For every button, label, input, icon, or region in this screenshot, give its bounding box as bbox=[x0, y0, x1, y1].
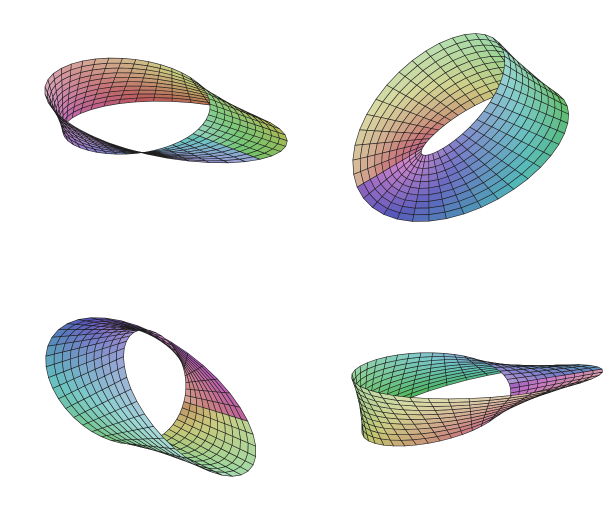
mesh-face bbox=[422, 161, 430, 169]
mesh-face bbox=[131, 401, 145, 417]
mesh-face bbox=[476, 110, 492, 124]
mesh-face bbox=[136, 93, 156, 99]
mesh-face bbox=[417, 187, 430, 196]
mesh-face bbox=[414, 201, 430, 209]
mesh-face bbox=[420, 174, 430, 183]
mesh-face bbox=[126, 148, 148, 155]
mesh-face bbox=[112, 76, 130, 83]
mesh-face bbox=[116, 67, 133, 74]
surface-panel bbox=[352, 33, 570, 222]
mesh-face bbox=[431, 352, 445, 357]
mesh-face bbox=[427, 398, 450, 403]
mesh-face bbox=[431, 356, 445, 361]
mesh-face bbox=[106, 57, 123, 64]
mesh-face bbox=[432, 405, 453, 411]
mesh-face bbox=[418, 181, 430, 189]
mesh-face bbox=[447, 398, 470, 403]
surface-panel bbox=[44, 57, 288, 164]
mesh-face bbox=[421, 167, 430, 176]
mesh-face bbox=[430, 402, 452, 407]
mesh-face bbox=[104, 62, 121, 69]
mesh-face bbox=[468, 397, 491, 403]
mesh-face bbox=[409, 397, 431, 403]
mesh-face bbox=[114, 72, 131, 78]
mesh-face bbox=[120, 57, 137, 65]
mesh-face bbox=[412, 214, 430, 222]
mesh-face bbox=[125, 81, 143, 87]
mesh-face bbox=[507, 173, 529, 190]
surface-panel bbox=[351, 352, 603, 447]
mesh-face bbox=[413, 207, 430, 216]
mesh-face bbox=[444, 359, 459, 364]
mesh-face bbox=[419, 352, 433, 358]
mesh-face bbox=[418, 410, 438, 416]
mesh-face bbox=[93, 57, 110, 65]
mesh-face bbox=[103, 67, 119, 74]
mesh-face bbox=[421, 413, 441, 420]
mesh-face bbox=[137, 89, 156, 95]
mesh-face bbox=[415, 405, 436, 411]
mesh-face bbox=[416, 194, 430, 202]
mesh-face bbox=[123, 85, 142, 91]
surface-panel bbox=[45, 317, 256, 477]
